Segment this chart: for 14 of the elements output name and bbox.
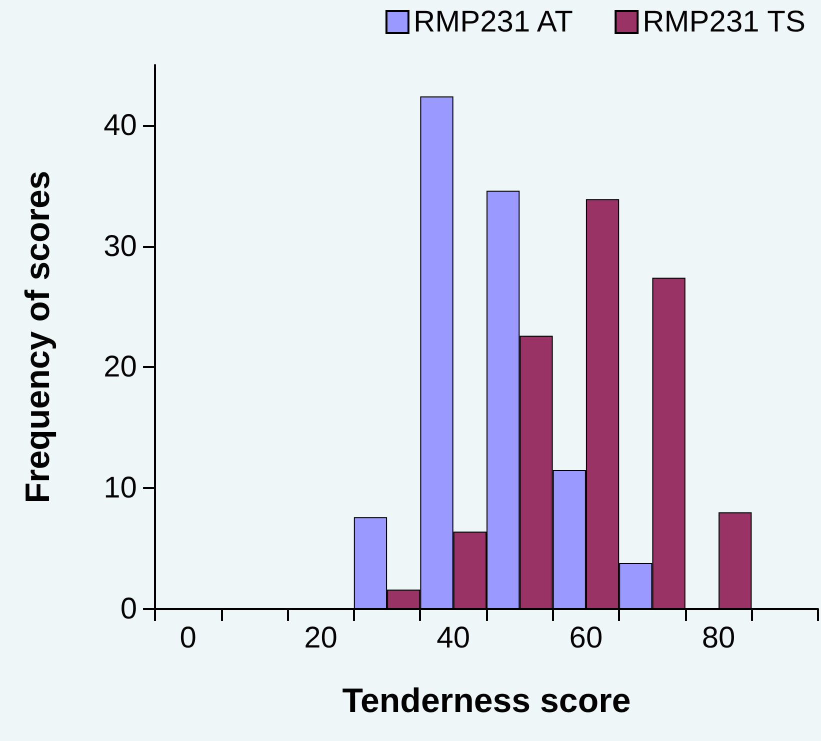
x-tick-label: 40 (436, 622, 470, 654)
x-tick-label: 60 (569, 622, 603, 654)
x-tick-label: 80 (702, 622, 736, 654)
x-tick-label: 0 (180, 622, 196, 654)
y-tick-label: 0 (120, 592, 137, 626)
y-tick-label: 20 (104, 350, 137, 384)
legend-label: RMP231 TS (642, 6, 806, 38)
x-tick-label: 20 (304, 622, 338, 654)
y-tick-label: 10 (104, 472, 137, 505)
y-axis-title: Frequency of scores (19, 170, 57, 504)
y-tick-label: 30 (104, 230, 137, 263)
legend-label: RMP231 AT (413, 6, 573, 38)
x-axis-title: Tenderness score (342, 682, 631, 720)
y-tick-label: 40 (104, 108, 137, 142)
